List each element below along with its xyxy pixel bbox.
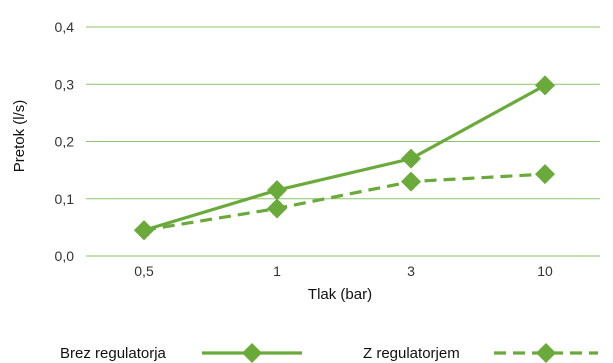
- x-tick-labels: 0,5 1 3 10: [134, 263, 553, 279]
- y-tick-label: 0,3: [55, 76, 75, 92]
- legend-item: Z regulatorjem: [363, 343, 598, 363]
- x-tick-label: 3: [407, 263, 415, 279]
- x-tick-label: 1: [273, 263, 281, 279]
- diamond-marker: [535, 75, 555, 96]
- grid-lines: [86, 26, 600, 257]
- y-tick-label: 0,0: [55, 248, 75, 264]
- legend: Brez regulatorja Z regulatorjem: [60, 343, 598, 363]
- y-tick-label: 0,2: [55, 134, 75, 150]
- legend-item: Brez regulatorja: [60, 343, 302, 363]
- diamond-marker: [536, 343, 556, 363]
- diamond-marker: [401, 148, 421, 169]
- diamond-marker: [401, 171, 421, 192]
- y-tick-label: 0,4: [55, 19, 75, 35]
- y-axis-title: Pretok (l/s): [11, 100, 28, 173]
- diamond-marker: [535, 164, 555, 185]
- diamond-marker: [134, 220, 154, 241]
- series-line: [143, 83, 546, 232]
- y-tick-label: 0,1: [55, 191, 75, 207]
- series-without-regulator: [134, 75, 555, 241]
- diamond-marker: [242, 343, 262, 363]
- y-tick-labels: 0,0 0,1 0,2 0,3 0,4: [55, 19, 75, 264]
- diamond-marker: [267, 180, 287, 201]
- x-axis-title: Tlak (bar): [308, 286, 372, 303]
- series-line: [143, 172, 546, 232]
- x-tick-label: 0,5: [134, 263, 154, 279]
- diamond-marker: [267, 198, 287, 219]
- legend-label: Z regulatorjem: [363, 345, 460, 362]
- x-tick-label: 10: [537, 263, 553, 279]
- legend-label: Brez regulatorja: [60, 345, 167, 362]
- series-layer: [134, 75, 555, 241]
